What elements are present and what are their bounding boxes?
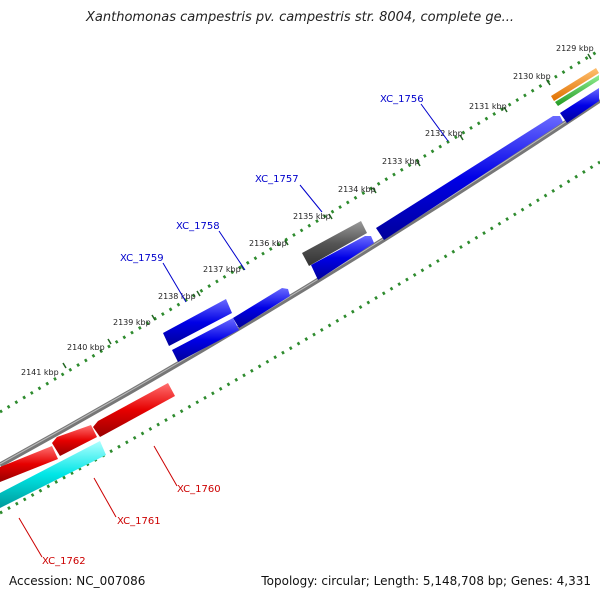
feature-green[interactable]	[555, 75, 599, 106]
cds-forward-xc1758[interactable]	[233, 288, 290, 328]
tick-label: 2134 kbp	[338, 185, 376, 194]
genome-backbone	[0, 97, 600, 468]
cds-reverse-xc1762[interactable]	[0, 446, 58, 482]
tick-label: 2133 kbp	[382, 157, 420, 166]
gene-label-xc1760: XC_1760	[177, 484, 221, 495]
gene-label-xc1758: XC_1758	[176, 221, 220, 232]
gc-track-inner	[0, 160, 600, 515]
tick-label: 2136 kbp	[249, 239, 287, 248]
cds-forward-xc1756[interactable]	[376, 116, 563, 240]
gene-label-xc1762: XC_1762	[42, 556, 86, 567]
tick-label: 2130 kbp	[513, 72, 551, 81]
genome-summary-text: Topology: circular; Length: 5,148,708 bp…	[261, 574, 591, 588]
label-leaders	[18, 103, 449, 558]
gene-label-xc1759: XC_1759	[120, 253, 164, 264]
tick-label: 2129 kbp	[556, 44, 594, 53]
tick-label: 2132 kbp	[425, 129, 463, 138]
gene-labels: XC_1756 XC_1757 XC_1758 XC_1759 XC_1760 …	[42, 94, 424, 567]
tick-label: 2139 kbp	[113, 318, 151, 327]
tick-label: 2141 kbp	[21, 368, 59, 377]
map-title: Xanthomonas campestris pv. campestris st…	[86, 10, 514, 25]
tick-label: 2131 kbp	[469, 102, 507, 111]
tick-label: 2140 kbp	[67, 343, 105, 352]
cds-forward-xc1759-b[interactable]	[172, 318, 239, 362]
accession-text: Accession: NC_007086	[9, 574, 146, 588]
tick-label: 2135 kbp	[293, 212, 331, 221]
cds-other-gray[interactable]	[302, 221, 367, 266]
cds-forward-xc1759-a[interactable]	[163, 299, 232, 346]
cds-reverse-xc1760[interactable]	[93, 383, 175, 437]
cds-forward-1755[interactable]	[560, 88, 599, 123]
tick-label: 2137 kbp	[203, 265, 241, 274]
rna-feature[interactable]	[0, 441, 106, 508]
tick-marks	[62, 53, 592, 369]
gene-label-xc1756: XC_1756	[380, 94, 424, 105]
gene-label-xc1757: XC_1757	[255, 174, 299, 185]
cds-reverse-xc1761[interactable]	[52, 425, 97, 456]
cds-forward-xc1757[interactable]	[311, 236, 374, 280]
tick-label: 2138 kbp	[158, 292, 196, 301]
feature-orange[interactable]	[551, 68, 599, 101]
gc-track-outer	[0, 48, 600, 414]
gene-label-xc1761: XC_1761	[117, 516, 161, 527]
tick-labels: 2129 kbp 2130 kbp 2131 kbp 2132 kbp 2133…	[21, 44, 594, 377]
